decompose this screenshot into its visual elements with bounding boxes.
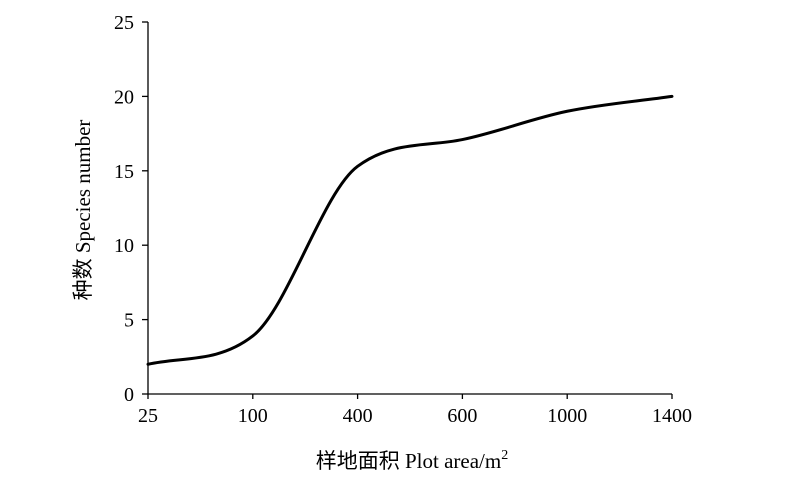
x-tick-label: 25	[138, 405, 158, 427]
y-tick-label: 5	[124, 310, 134, 332]
x-tick-label: 600	[447, 405, 477, 427]
y-tick-label: 15	[114, 161, 134, 183]
x-tick-label: 400	[343, 405, 373, 427]
y-axis-title: 种数 Species number	[71, 120, 95, 301]
x-tick-label: 1400	[652, 405, 692, 427]
y-ticks: 0 5 10 15 20 25	[114, 12, 148, 406]
y-tick-label: 0	[124, 384, 134, 406]
x-ticks: 25 100 400 600 1000 1400	[138, 394, 692, 427]
y-tick-label: 20	[114, 86, 134, 108]
x-tick-label: 1000	[547, 405, 587, 427]
y-tick-label: 25	[114, 12, 134, 34]
axes	[147, 22, 672, 395]
x-tick-label: 100	[238, 405, 268, 427]
series-line	[146, 94, 674, 366]
y-tick-label: 10	[114, 235, 134, 257]
x-axis-title-superscript: 2	[501, 448, 508, 463]
x-axis-title: 样地面积 Plot area/m2	[316, 448, 508, 473]
x-axis-title-main: 样地面积 Plot area/m	[316, 449, 501, 473]
